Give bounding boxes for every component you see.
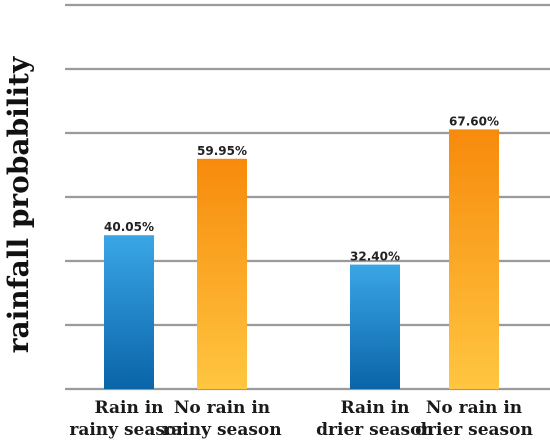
y-axis-label: rainfall probability [2,56,35,353]
data-label-3: 67.60% [449,114,499,128]
category-label-0-line-1: rainy season [69,420,188,440]
data-label-1: 59.95% [197,144,247,158]
category-label-0-line-0: Rain in [94,398,163,418]
bar-1 [197,158,247,389]
category-label-1-line-1: rainy season [162,420,281,440]
category-label-1-line-0: No rain in [174,398,270,418]
data-label-0: 40.05% [104,220,154,234]
bar-2 [350,264,400,389]
data-label-2: 32.40% [350,250,400,264]
bars [104,129,499,389]
category-label-3-line-1: drier season [415,420,533,440]
bar-3 [449,129,499,389]
category-label-2-line-1: drier season [316,420,434,440]
category-label-2-line-0: Rain in [340,398,409,418]
data-labels: 40.05% 59.95% 32.40% 67.60% [104,114,499,263]
bar-0 [104,235,154,389]
category-label-3-line-0: No rain in [426,398,522,418]
